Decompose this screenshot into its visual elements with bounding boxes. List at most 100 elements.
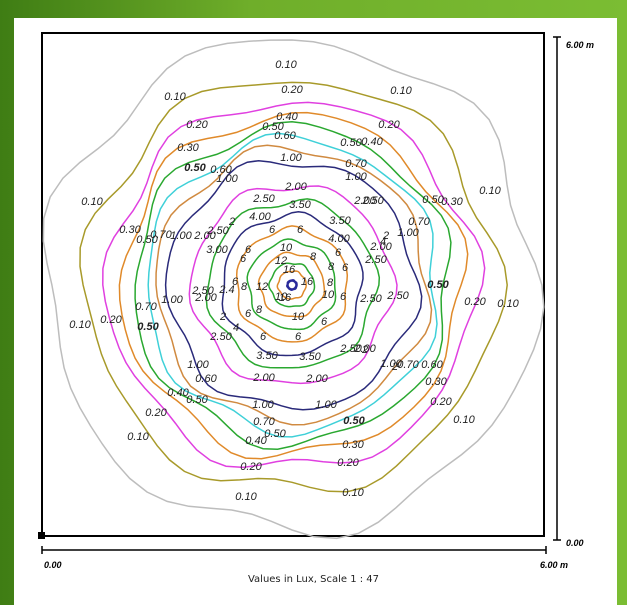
contour-value-label: 2.50 bbox=[252, 193, 275, 205]
contour-value-label: 1.00 bbox=[170, 230, 192, 242]
contour-1-00 bbox=[164, 159, 423, 411]
contour-3-50 bbox=[221, 210, 364, 357]
contour-value-label: 0.30 bbox=[177, 142, 199, 154]
contour-value-label: 0.70 bbox=[397, 359, 419, 371]
contour-value-label: 0.40 bbox=[167, 387, 189, 399]
contour-value-label: 0.20 bbox=[186, 119, 208, 131]
contour-value-label: 0.20 bbox=[240, 461, 262, 473]
contour-0-70 bbox=[155, 144, 433, 426]
contour-value-label: 0.40 bbox=[245, 435, 267, 447]
contour-value-label: 0.20 bbox=[145, 407, 167, 419]
contour-value-label: 6 bbox=[342, 262, 349, 274]
contour-value-label: 2.00 bbox=[353, 195, 376, 207]
contour-value-label: 6 bbox=[240, 253, 247, 265]
contour-value-label: 10 bbox=[280, 242, 293, 254]
contour-value-label: 0.10 bbox=[479, 185, 501, 197]
contour-value-label: 0.50 bbox=[343, 415, 365, 427]
contour-value-label: 2 bbox=[391, 361, 398, 373]
contour-value-label: 2.50 bbox=[209, 331, 232, 343]
contour-value-label: 0.30 bbox=[119, 224, 141, 236]
contour-value-label: 8 bbox=[256, 304, 263, 316]
contour-value-label: 2.4 bbox=[218, 284, 234, 296]
contour-value-label: 0.20 bbox=[378, 119, 400, 131]
contour-value-label: 2.00 bbox=[353, 343, 376, 355]
contour-0-50 bbox=[134, 121, 452, 450]
contour-lines bbox=[42, 39, 545, 540]
contour-16 bbox=[286, 279, 298, 292]
contour-value-label: 2.50 bbox=[361, 195, 384, 207]
contour-value-label: 16 bbox=[301, 276, 314, 288]
contour-value-label: 4 bbox=[380, 236, 386, 248]
contour-value-label: 16 bbox=[283, 264, 296, 276]
y-axis-end-label: 6.00 m bbox=[566, 40, 594, 50]
contour-value-label: 8 bbox=[328, 261, 335, 273]
contour-value-label: 10 bbox=[275, 291, 288, 303]
contour-value-label: 1.00 bbox=[345, 171, 367, 183]
luminaire-center-marker bbox=[287, 280, 297, 290]
contour-value-label: 0.30 bbox=[441, 196, 463, 208]
contour-value-label: 6 bbox=[335, 247, 342, 259]
contour-value-label: 2 bbox=[361, 344, 368, 356]
contour-value-label: 12 bbox=[256, 281, 268, 293]
contour-value-label: 2.50 bbox=[359, 293, 382, 305]
contour-value-label: 0.10 bbox=[69, 319, 91, 331]
contour-value-label: 0.50 bbox=[262, 121, 284, 133]
contour-value-label: 3.50 bbox=[289, 199, 311, 211]
contour-value-label: 2.00 bbox=[284, 181, 307, 193]
contour-value-label: 0.50 bbox=[427, 279, 449, 291]
contour-value-label: 0.50 bbox=[422, 194, 444, 206]
contour-value-label: 2.50 bbox=[339, 343, 362, 355]
contour-value-label: 1.00 bbox=[280, 152, 302, 164]
contour-value-label: 2.50 bbox=[191, 285, 214, 297]
contour-0-40 bbox=[118, 111, 469, 460]
contour-value-label: 4.00 bbox=[328, 233, 350, 245]
contour-8 bbox=[257, 251, 326, 318]
contour-value-label: 0.70 bbox=[253, 416, 275, 428]
contour-value-label: 3.00 bbox=[206, 244, 228, 256]
contour-value-label: 1.00 bbox=[216, 173, 238, 185]
contour-2-00 bbox=[188, 185, 398, 385]
contour-value-label: 0.50 bbox=[137, 321, 159, 333]
contour-value-label: 0.60 bbox=[195, 373, 217, 385]
contour-value-label: 0.10 bbox=[275, 59, 297, 71]
contour-value-label: 1.00 bbox=[161, 294, 183, 306]
contour-value-label: 6 bbox=[321, 316, 328, 328]
room-outline bbox=[41, 32, 545, 537]
contour-value-label: 4 bbox=[233, 322, 239, 334]
contour-value-label: 0.60 bbox=[210, 164, 232, 176]
contour-10 bbox=[268, 262, 316, 308]
contour-value-label: 0.30 bbox=[342, 439, 364, 451]
contour-value-label: 0.50 bbox=[340, 137, 362, 149]
contour-value-label: 2.50 bbox=[206, 225, 229, 237]
contour-value-label: 16 bbox=[279, 292, 292, 304]
contour-value-label: 3.50 bbox=[256, 350, 278, 362]
contour-value-label: 8 bbox=[241, 281, 248, 293]
contour-value-label: 0.70 bbox=[150, 229, 172, 241]
contour-value-label: 6 bbox=[245, 308, 252, 320]
y-axis-start-label: 0.00 bbox=[566, 538, 584, 548]
contour-value-label: 1.00 bbox=[380, 358, 402, 370]
contour-value-label: 0.50 bbox=[264, 428, 286, 440]
contour-value-label: 6 bbox=[297, 224, 304, 236]
contour-value-label: 0.20 bbox=[337, 457, 359, 469]
contour-value-label: 4.00 bbox=[249, 211, 271, 223]
contour-value-label: 0.20 bbox=[100, 314, 122, 326]
scale-caption: Values in Lux, Scale 1 : 47 bbox=[247, 574, 380, 585]
contour-value-label: 0.70 bbox=[135, 301, 157, 313]
contour-value-label: 2 bbox=[228, 216, 235, 228]
contour-value-label: 2.00 bbox=[193, 230, 216, 242]
contour-0-30 bbox=[102, 101, 486, 469]
contour-value-label: 0.10 bbox=[497, 298, 519, 310]
contour-value-label: 2.50 bbox=[386, 290, 409, 302]
contour-value-label: 10 bbox=[292, 311, 305, 323]
contour-value-label: 0.50 bbox=[136, 234, 158, 246]
drawing-area bbox=[14, 18, 617, 605]
contour-0-60 bbox=[147, 132, 438, 438]
contour-value-label: 6 bbox=[340, 291, 347, 303]
contour-value-label: 0.20 bbox=[430, 396, 452, 408]
contour-value-label: 3.50 bbox=[299, 351, 321, 363]
contour-value-label: 1.00 bbox=[397, 227, 419, 239]
contour-value-label: 12 bbox=[275, 255, 287, 267]
contour-value-label: 2.00 bbox=[369, 241, 392, 253]
